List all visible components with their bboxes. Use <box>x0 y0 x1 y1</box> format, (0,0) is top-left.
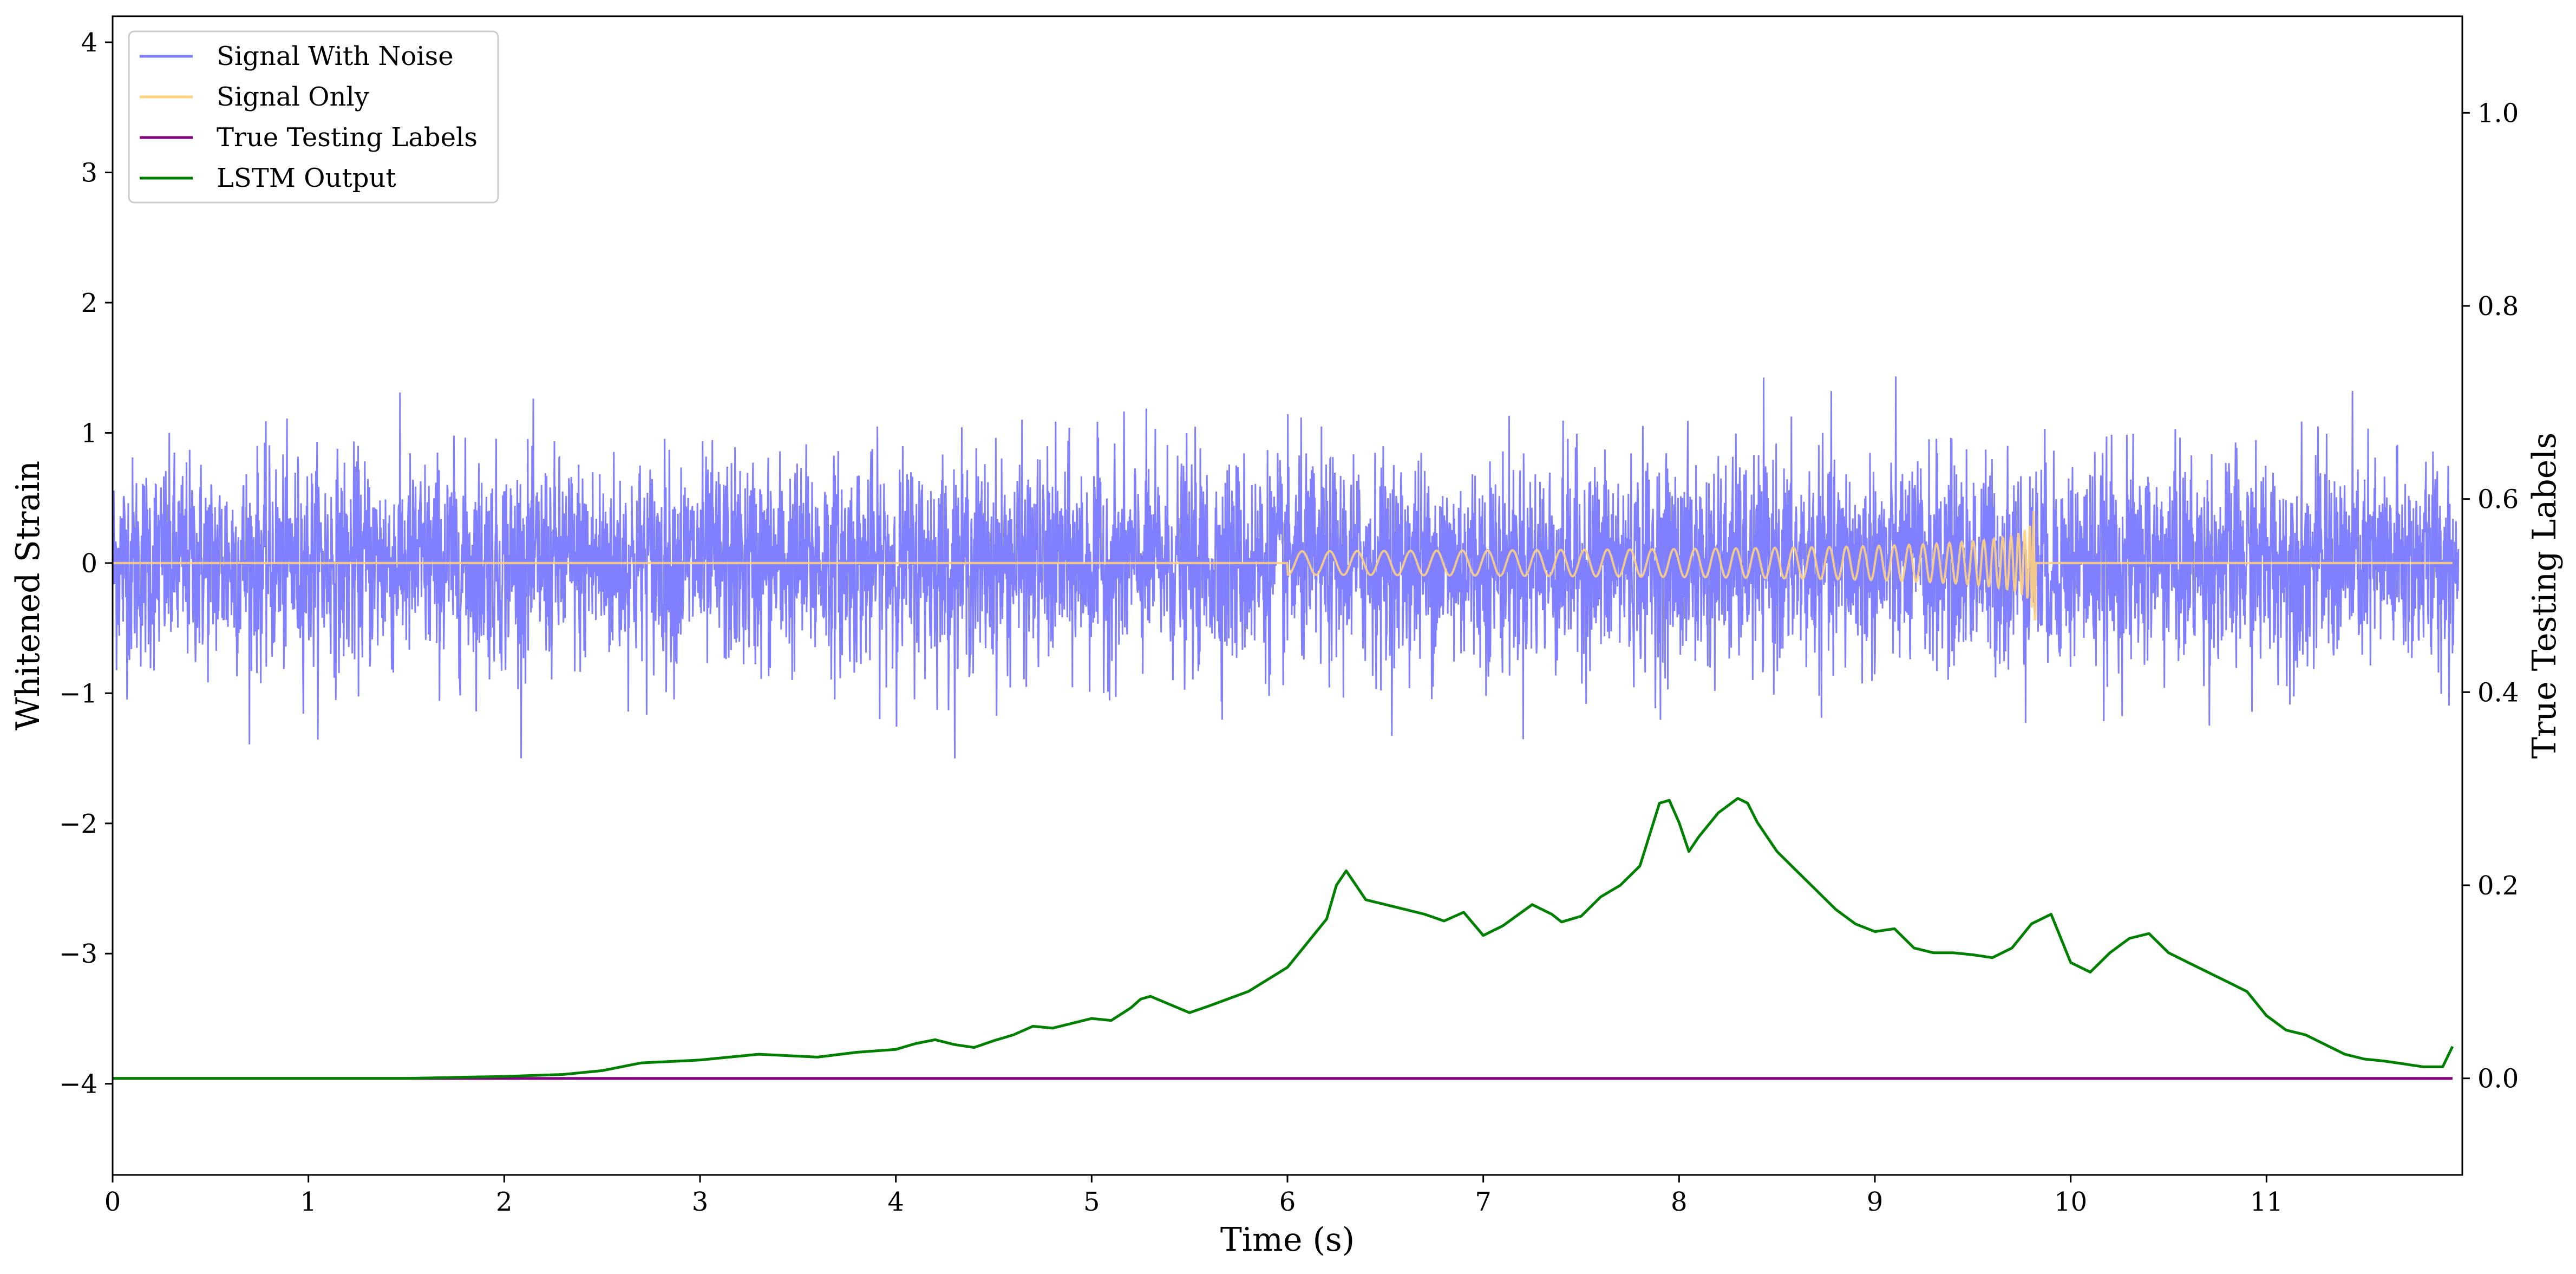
y-axis-left: −4 −3 −2 −1 0 1 2 3 4 <box>59 28 113 1100</box>
x-tick-label: 5 <box>1083 1187 1100 1217</box>
y-axis-left-title: Whitened Strain <box>9 461 47 730</box>
y-right-tick-label: 1.0 <box>2477 98 2519 128</box>
y-axis-right: 0.0 0.2 0.4 0.6 0.8 1.0 <box>2462 98 2519 1094</box>
legend-label: LSTM Output <box>217 163 396 193</box>
x-axis: 0 1 2 3 4 5 6 7 8 9 10 11 <box>104 1175 2283 1217</box>
y-left-tick-label: 4 <box>81 28 97 58</box>
legend-label: True Testing Labels <box>217 122 478 153</box>
x-tick-label: 7 <box>1475 1187 1492 1217</box>
x-tick-label: 8 <box>1671 1187 1688 1217</box>
x-tick-label: 6 <box>1279 1187 1296 1217</box>
x-tick-label: 4 <box>887 1187 904 1217</box>
y-right-tick-label: 0.4 <box>2477 677 2519 708</box>
x-tick-label: 0 <box>104 1187 121 1217</box>
x-tick-label: 2 <box>496 1187 513 1217</box>
y-right-tick-label: 0.8 <box>2477 291 2519 322</box>
x-tick-label: 1 <box>300 1187 317 1217</box>
x-tick-label: 9 <box>1867 1187 1884 1217</box>
x-tick-label: 11 <box>2250 1187 2283 1217</box>
y-right-tick-label: 0.0 <box>2477 1064 2519 1094</box>
y-right-tick-label: 0.6 <box>2477 485 2519 515</box>
x-axis-title: Time (s) <box>1220 1221 1355 1259</box>
legend-frame <box>128 30 499 204</box>
x-tick-label: 3 <box>692 1187 709 1217</box>
legend-label: Signal With Noise <box>217 41 454 71</box>
y-left-tick-label: 3 <box>81 158 97 188</box>
y-left-tick-label: −3 <box>59 939 97 969</box>
x-tick-label: 10 <box>2054 1187 2087 1217</box>
y-left-tick-label: 1 <box>81 418 97 448</box>
series-signal-only <box>113 511 2453 620</box>
series-lstm-output <box>113 797 2454 1080</box>
y-left-tick-label: 2 <box>81 288 97 318</box>
series-layer <box>113 376 2460 1080</box>
y-left-tick-label: −1 <box>59 678 97 709</box>
y-left-tick-label: 0 <box>81 548 97 579</box>
series-signal-with-noise <box>113 376 2460 759</box>
legend-label: Signal Only <box>217 82 369 112</box>
legend: Signal With Noise Signal Only True Testing… <box>128 30 499 204</box>
y-left-tick-label: −4 <box>59 1069 97 1100</box>
y-left-tick-label: −2 <box>59 809 97 839</box>
y-axis-right-title: True Testing Labels <box>2526 433 2564 759</box>
y-right-tick-label: 0.2 <box>2477 871 2519 901</box>
